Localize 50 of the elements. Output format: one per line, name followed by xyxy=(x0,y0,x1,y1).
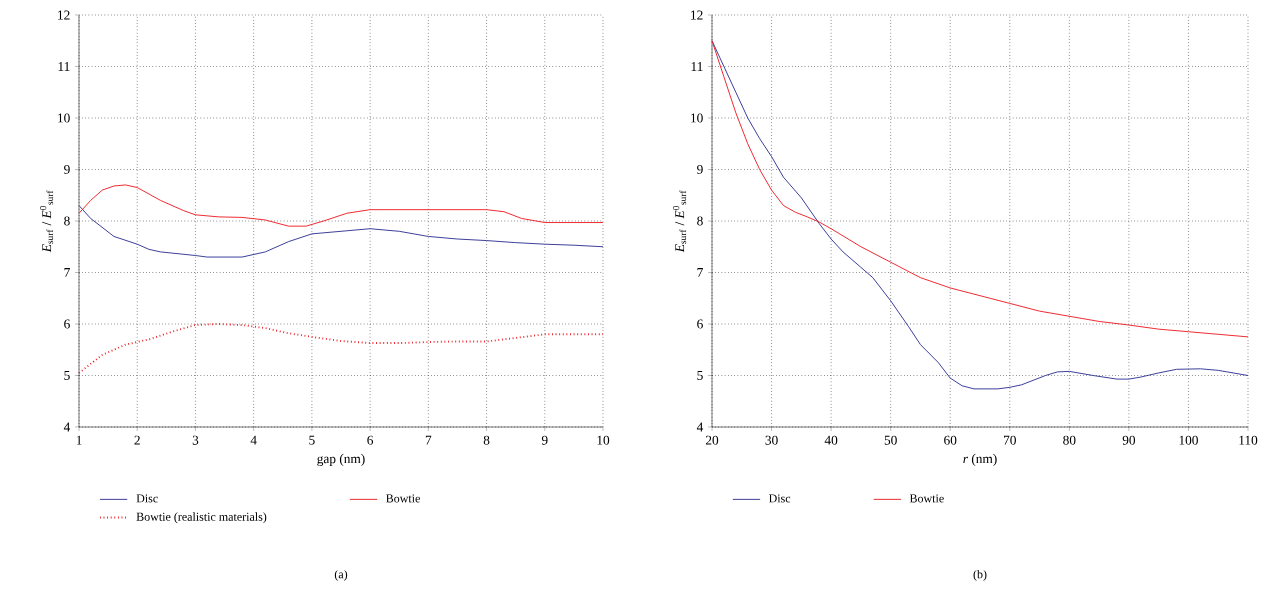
legend-label: Disc xyxy=(136,494,158,503)
y-tick-label: 6 xyxy=(697,319,703,329)
x-tick-label: 70 xyxy=(1004,435,1016,445)
x-tick-label: 10 xyxy=(597,435,610,445)
x-tick-label: 7 xyxy=(425,435,432,445)
y-tick-label: 8 xyxy=(697,216,703,226)
x-tick-label: 110 xyxy=(1239,435,1258,445)
y-tick-label: 4 xyxy=(696,422,704,432)
y-axis-title: E$_{surf}$ / E$^{0}$surf xyxy=(673,190,687,253)
x-tick-label: 5 xyxy=(309,435,315,445)
text: (a) xyxy=(334,569,348,581)
legend-label: Bowtie xyxy=(386,494,420,503)
y-axis-title: E$_{surf}$ / E$^{0}$surf xyxy=(40,190,54,253)
x-tick-label: 4 xyxy=(250,435,257,445)
x-axis-title: r (nm) xyxy=(963,453,997,466)
legend-label: Bowtie (realistic materials) xyxy=(136,512,267,524)
legend-label: Bowtie xyxy=(909,494,944,503)
y-tick-label: 7 xyxy=(64,268,70,277)
y-tick-label: 7 xyxy=(697,268,703,277)
y-tick-label: 12 xyxy=(691,10,703,20)
x-tick-label: 60 xyxy=(944,435,957,445)
y-tick-label: 4 xyxy=(63,422,71,432)
y-tick-label: 11 xyxy=(691,62,703,71)
x-tick-label: 50 xyxy=(884,435,897,445)
legend-label: Disc xyxy=(768,494,791,503)
y-tick-label: 11 xyxy=(58,62,70,71)
y-tick-label: 5 xyxy=(697,371,703,380)
x-tick-label: 3 xyxy=(192,435,199,445)
x-tick-label: 1 xyxy=(76,435,82,445)
x-axis-title: gap (nm) xyxy=(317,453,365,466)
x-tick-label: 40 xyxy=(824,435,838,445)
y-tick-label: 5 xyxy=(64,371,70,380)
y-tick-label: 8 xyxy=(64,216,70,226)
x-tick-label: 8 xyxy=(483,435,490,445)
x-tick-label: 30 xyxy=(765,435,778,445)
line-series xyxy=(78,205,604,258)
x-tick-label: 100 xyxy=(1179,435,1198,445)
y-tick-label: 12 xyxy=(58,10,70,20)
y-tick-label: 9 xyxy=(697,165,703,174)
x-tick-label: 6 xyxy=(367,435,374,445)
y-tick-label: 6 xyxy=(64,319,70,329)
x-tick-label: 90 xyxy=(1122,435,1136,445)
x-tick-label: 2 xyxy=(134,435,140,445)
x-tick-label: 20 xyxy=(705,435,719,445)
x-tick-label: 80 xyxy=(1063,435,1076,445)
x-tick-label: 9 xyxy=(541,435,548,445)
y-tick-label: 10 xyxy=(58,113,70,123)
y-tick-label: 10 xyxy=(691,113,703,123)
y-tick-label: 9 xyxy=(64,165,70,174)
text: (b) xyxy=(973,569,987,581)
